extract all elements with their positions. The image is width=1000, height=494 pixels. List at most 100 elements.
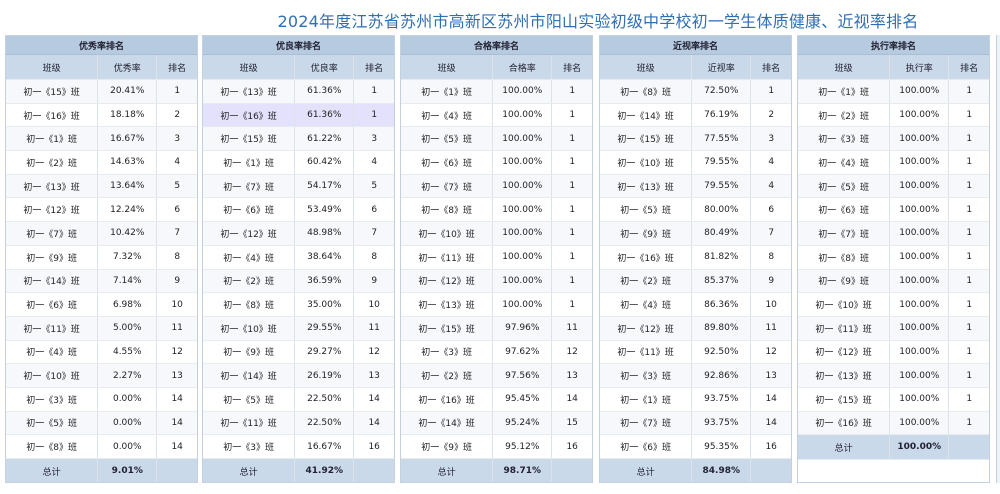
table-row[interactable]: 初一《9》班 100.00% 1 bbox=[798, 269, 989, 294]
table-row[interactable]: 初一《2》班 97.56% 13 bbox=[401, 363, 592, 388]
table-row[interactable]: 初一《4》班 86.36% 10 bbox=[600, 292, 791, 317]
table-row[interactable]: 初一《8》班 100.00% 1 bbox=[798, 245, 989, 270]
table-row[interactable]: 初一《15》班 100.00% 1 bbox=[798, 387, 989, 412]
table-row[interactable]: 初一《7》班 93.75% 14 bbox=[600, 411, 791, 436]
table-row[interactable]: 初一《8》班 0.00% 14 bbox=[6, 434, 197, 459]
table-row[interactable]: 初一《13》班 100.00% 1 bbox=[798, 363, 989, 388]
table-row[interactable]: 初一《15》班 61.22% 3 bbox=[203, 126, 394, 152]
column-header[interactable]: 班级 bbox=[600, 54, 693, 80]
table-row[interactable]: 初一《4》班 100.00% 1 bbox=[798, 150, 989, 175]
table-row[interactable]: 初一《8》班 72.50% 1 bbox=[600, 79, 791, 104]
table-row[interactable]: 初一《1》班 93.75% 14 bbox=[600, 387, 791, 412]
table-row[interactable]: 初一《11》班 100.00% 1 bbox=[401, 245, 592, 270]
table-row[interactable]: 初一《1》班 100.00% 1 bbox=[401, 79, 592, 104]
table-row[interactable]: 初一《5》班 100.00% 1 bbox=[798, 174, 989, 199]
table-row[interactable]: 初一《12》班 100.00% 1 bbox=[798, 340, 989, 365]
table-row[interactable]: 初一《14》班 95.24% 15 bbox=[401, 411, 592, 436]
column-header[interactable]: 优秀率 bbox=[97, 54, 158, 80]
table-row[interactable]: 初一《12》班 48.98% 7 bbox=[203, 221, 394, 246]
ranking-panel: 近视率排名 班级 近视率 排名 初一《8》班 72.50% 1 初一《14》班 76.19% 2 初… bbox=[599, 35, 792, 483]
table-row[interactable]: 初一《12》班 89.80% 11 bbox=[600, 316, 791, 341]
table-row[interactable]: 初一《9》班 95.12% 16 bbox=[401, 434, 592, 459]
column-header[interactable]: 执行率 bbox=[889, 54, 950, 80]
table-row[interactable]: 初一《10》班 79.55% 4 bbox=[600, 150, 791, 175]
table-row[interactable]: 初一《14》班 26.19% 13 bbox=[203, 363, 394, 388]
table-row[interactable]: 初一《13》班 13.64% 5 bbox=[6, 174, 197, 199]
table-row[interactable]: 初一《11》班 92.50% 12 bbox=[600, 340, 791, 365]
table-row[interactable]: 初一《2》班 85.37% 9 bbox=[600, 269, 791, 294]
table-row[interactable]: 初一《7》班 100.00% 1 bbox=[401, 174, 592, 199]
table-row[interactable]: 初一《7》班 54.17% 5 bbox=[203, 174, 394, 199]
rank-cell: 1 bbox=[353, 79, 394, 104]
table-row[interactable]: 初一《3》班 100.00% 1 bbox=[798, 126, 989, 152]
table-row[interactable]: 初一《5》班 22.50% 14 bbox=[203, 387, 394, 412]
table-row[interactable]: 初一《13》班 100.00% 1 bbox=[401, 292, 592, 317]
table-row[interactable]: 初一《11》班 5.00% 11 bbox=[6, 316, 197, 341]
table-row[interactable]: 初一《1》班 60.42% 4 bbox=[203, 150, 394, 175]
table-row[interactable]: 初一《10》班 29.55% 11 bbox=[203, 316, 394, 341]
table-row[interactable]: 初一《6》班 6.98% 10 bbox=[6, 292, 197, 317]
table-row[interactable]: 初一《11》班 100.00% 1 bbox=[798, 316, 989, 341]
table-row[interactable]: 初一《9》班 29.27% 12 bbox=[203, 340, 394, 365]
column-header[interactable]: 班级 bbox=[6, 54, 99, 80]
table-row[interactable]: 初一《6》班 53.49% 6 bbox=[203, 197, 394, 223]
table-row[interactable]: 初一《15》班 77.55% 3 bbox=[600, 126, 791, 152]
column-header[interactable]: 排名 bbox=[156, 54, 197, 80]
rank-cell: 1 bbox=[156, 79, 197, 104]
table-row[interactable]: 初一《16》班 95.45% 14 bbox=[401, 387, 592, 412]
table-row[interactable]: 初一《5》班 0.00% 14 bbox=[6, 411, 197, 436]
table-row[interactable]: 初一《3》班 92.86% 13 bbox=[600, 363, 791, 388]
column-header[interactable]: 优良率 bbox=[294, 54, 355, 80]
table-row[interactable]: 初一《10》班 100.00% 1 bbox=[401, 221, 592, 246]
table-row[interactable]: 初一《3》班 0.00% 14 bbox=[6, 387, 197, 412]
column-header[interactable]: 近视率 bbox=[691, 54, 752, 80]
table-row[interactable]: 初一《4》班 4.55% 12 bbox=[6, 340, 197, 365]
rank-cell: 1 bbox=[551, 269, 592, 294]
table-row[interactable]: 初一《12》班 12.24% 6 bbox=[6, 197, 197, 223]
column-header[interactable]: 排名 bbox=[948, 54, 989, 80]
table-row[interactable]: 初一《16》班 18.18% 2 bbox=[6, 103, 197, 128]
table-row[interactable]: 初一《4》班 38.64% 8 bbox=[203, 245, 394, 270]
table-row[interactable]: 初一《14》班 76.19% 2 bbox=[600, 103, 791, 128]
table-row[interactable]: 初一《1》班 100.00% 1 bbox=[798, 79, 989, 104]
table-row[interactable]: 初一《2》班 36.59% 9 bbox=[203, 269, 394, 294]
table-row[interactable]: 初一《6》班 100.00% 1 bbox=[401, 150, 592, 175]
column-header[interactable]: 班级 bbox=[798, 54, 891, 80]
column-header[interactable]: 合格率 bbox=[492, 54, 553, 80]
table-row[interactable]: 初一《2》班 100.00% 1 bbox=[798, 103, 989, 128]
table-row[interactable]: 初一《8》班 35.00% 10 bbox=[203, 292, 394, 317]
column-header[interactable]: 排名 bbox=[551, 54, 592, 80]
table-row[interactable]: 初一《4》班 100.00% 1 bbox=[401, 103, 592, 128]
table-row[interactable]: 初一《13》班 79.55% 4 bbox=[600, 174, 791, 199]
rate-cell: 100.00% bbox=[889, 411, 950, 436]
table-row[interactable]: 初一《9》班 7.32% 8 bbox=[6, 245, 197, 270]
table-row[interactable]: 初一《6》班 95.35% 16 bbox=[600, 434, 791, 459]
table-row[interactable]: 初一《15》班 97.96% 11 bbox=[401, 316, 592, 341]
rank-cell: 2 bbox=[750, 103, 791, 128]
table-row[interactable]: 初一《3》班 16.67% 16 bbox=[203, 434, 394, 459]
table-row[interactable]: 初一《5》班 100.00% 1 bbox=[401, 126, 592, 152]
table-row[interactable]: 初一《15》班 20.41% 1 bbox=[6, 79, 197, 104]
table-row[interactable]: 初一《2》班 14.63% 4 bbox=[6, 150, 197, 175]
table-row[interactable]: 初一《1》班 16.67% 3 bbox=[6, 126, 197, 152]
table-row[interactable]: 初一《3》班 97.62% 12 bbox=[401, 340, 592, 365]
column-header[interactable]: 班级 bbox=[203, 54, 296, 80]
table-row[interactable]: 初一《12》班 100.00% 1 bbox=[401, 269, 592, 294]
table-row[interactable]: 初一《8》班 100.00% 1 bbox=[401, 197, 592, 223]
table-row[interactable]: 初一《13》班 61.36% 1 bbox=[203, 79, 394, 104]
table-row[interactable]: 初一《16》班 81.82% 8 bbox=[600, 245, 791, 270]
table-row[interactable]: 初一《16》班 100.00% 1 bbox=[798, 411, 989, 436]
column-header[interactable]: 排名 bbox=[353, 54, 394, 80]
table-row[interactable]: 初一《14》班 7.14% 9 bbox=[6, 269, 197, 294]
table-row[interactable]: 初一《10》班 2.27% 13 bbox=[6, 363, 197, 388]
table-row[interactable]: 初一《7》班 10.42% 7 bbox=[6, 221, 197, 246]
table-row[interactable]: 初一《11》班 22.50% 14 bbox=[203, 411, 394, 436]
column-header[interactable]: 班级 bbox=[401, 54, 494, 80]
table-row[interactable]: 初一《9》班 80.49% 7 bbox=[600, 221, 791, 246]
table-row[interactable]: 初一《16》班 61.36% 1 bbox=[203, 103, 394, 128]
column-header[interactable]: 排名 bbox=[750, 54, 791, 80]
table-row[interactable]: 初一《6》班 100.00% 1 bbox=[798, 197, 989, 223]
table-row[interactable]: 初一《7》班 100.00% 1 bbox=[798, 221, 989, 246]
table-row[interactable]: 初一《5》班 80.00% 6 bbox=[600, 197, 791, 223]
table-row[interactable]: 初一《10》班 100.00% 1 bbox=[798, 292, 989, 317]
